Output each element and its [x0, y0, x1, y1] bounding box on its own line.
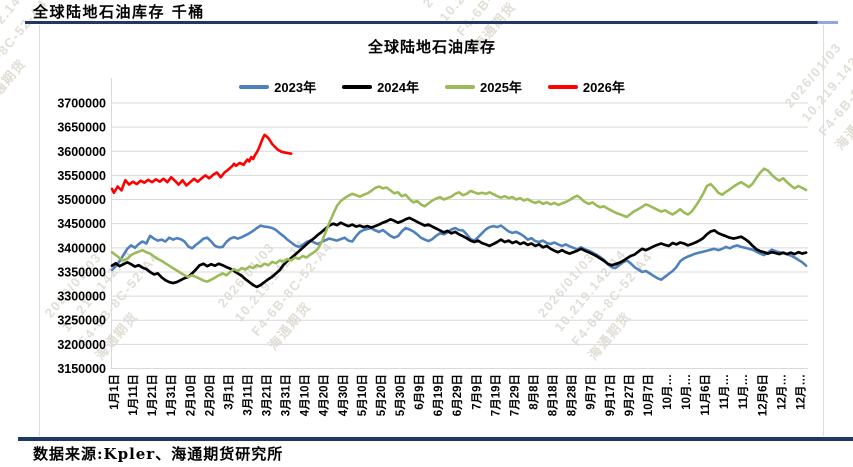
legend-label: 2025年: [480, 80, 522, 95]
x-axis-tick-label: 10月7日: [642, 374, 655, 416]
x-axis-tick-label: 1月21日: [146, 374, 159, 416]
y-axis-tick-label: 3350000: [57, 265, 106, 279]
x-axis-tick-label: 12月6日: [756, 374, 769, 416]
x-axis-tick-label: 3月1日: [222, 374, 235, 410]
chart-title: 全球陆地石油库存: [367, 39, 496, 56]
legend-label: 2026年: [582, 80, 625, 95]
x-axis-tick-label: 10月…: [661, 374, 674, 410]
y-axis-tick-label: 3500000: [57, 193, 106, 207]
y-axis-tick-label: 3200000: [57, 338, 106, 352]
y-axis-tick-label: 3250000: [57, 314, 106, 328]
y-axis-tick-label: 3300000: [57, 290, 106, 304]
x-axis-tick-label: 9月7日: [585, 374, 598, 410]
x-axis-tick-label: 7月29日: [508, 374, 521, 416]
x-axis-tick-label: 3月31日: [280, 374, 293, 416]
x-axis-tick-label: 1月1日: [108, 374, 121, 410]
x-axis-tick-label: 7月19日: [489, 374, 502, 416]
x-axis-tick-label: 9月27日: [623, 374, 636, 416]
x-axis-tick-label: 1月31日: [165, 374, 178, 416]
chart-legend: 2023年 2024年 2025年 2026年: [39, 77, 825, 96]
x-axis-tick-label: 5月10日: [356, 374, 369, 416]
legend-label: 2024年: [377, 80, 419, 95]
x-axis-tick-label: 7月9日: [470, 374, 483, 410]
x-axis-tick-label: 10月…: [680, 374, 693, 410]
x-axis-tick-label: 1月11日: [127, 374, 140, 416]
legend-item-2023年: 2023年: [239, 77, 316, 96]
y-axis-tick-label: 3400000: [57, 241, 106, 255]
x-axis-tick-label: 6月29日: [451, 374, 464, 416]
x-axis-tick-label: 4月20日: [318, 374, 331, 416]
y-axis-tick-label: 3550000: [57, 169, 106, 183]
legend-label: 2023年: [274, 80, 317, 95]
legend-item-2026年: 2026年: [547, 77, 625, 96]
legend-line-swatch: [239, 84, 270, 89]
series-line-2025年: [110, 167, 808, 283]
legend-item-2024年: 2024年: [342, 77, 419, 96]
legend-item-2025年: 2025年: [445, 77, 522, 96]
x-axis-tick-label: 5月20日: [375, 374, 388, 416]
x-axis-tick-label: 6月19日: [432, 374, 445, 416]
y-axis-tick-label: 3150000: [57, 362, 106, 376]
x-axis-tick-label: 5月30日: [394, 374, 407, 416]
legend-line-swatch: [547, 84, 578, 89]
x-axis-tick-label: 11月6日: [699, 374, 712, 416]
x-axis-tick-label: 2月10日: [184, 374, 197, 416]
x-axis-tick-label: 3月21日: [261, 374, 274, 416]
x-axis-tick-label: 2月20日: [203, 374, 216, 416]
x-axis-tick-label: 9月17日: [604, 374, 617, 416]
bottom-divider: [18, 437, 853, 441]
y-axis-tick-label: 3700000: [57, 97, 106, 111]
series-line-2023年: [110, 224, 808, 282]
legend-line-swatch: [342, 84, 373, 89]
x-axis-tick-label: 4月10日: [299, 374, 312, 416]
data-source-note: 数据来源:Kpler、海通期货研究所: [33, 445, 284, 463]
y-axis-tick-label: 3600000: [57, 145, 106, 159]
x-axis-tick-label: 8月18日: [547, 374, 560, 416]
x-axis-tick-label: 12月…: [794, 374, 807, 410]
x-axis-tick-label: 3月11日: [241, 374, 254, 416]
section-title: 全球陆地石油库存 千桶: [33, 3, 205, 21]
x-axis-tick-label: 11月…: [718, 374, 731, 409]
y-axis-tick-label: 3450000: [57, 217, 106, 231]
x-axis-tick-label: 6月9日: [413, 374, 426, 410]
x-axis-tick-label: 12月…: [775, 374, 788, 410]
x-axis-tick-label: 8月8日: [527, 374, 540, 410]
legend-line-swatch: [445, 84, 475, 89]
top-divider: [25, 21, 838, 24]
x-axis-tick-label: 4月30日: [337, 374, 350, 416]
x-axis-tick-label: 11月…: [737, 374, 750, 409]
series-line-2026年: [110, 133, 293, 195]
y-axis-tick-label: 3650000: [57, 121, 106, 135]
x-axis-tick-label: 8月28日: [566, 374, 579, 416]
series-line-2024年: [110, 216, 808, 289]
